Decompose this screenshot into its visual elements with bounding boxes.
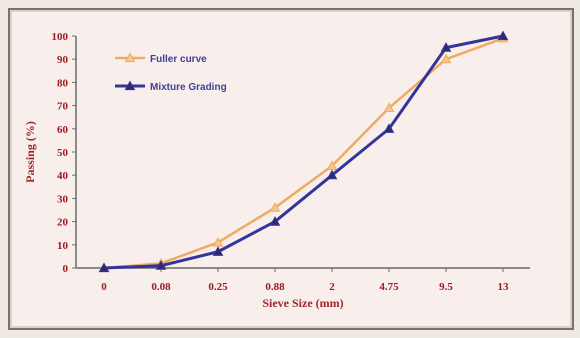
series-line — [103, 37, 504, 270]
y-tick-label: 50 — [57, 147, 69, 159]
y-tick-label: 20 — [57, 217, 69, 229]
data-point — [383, 123, 395, 133]
y-tick-label: 0 — [63, 263, 69, 275]
x-tick-label: 0.88 — [265, 281, 285, 293]
chart-frame — [8, 8, 574, 330]
series-mixture-grading — [98, 30, 509, 273]
data-point — [212, 236, 224, 247]
y-tick-label: 80 — [57, 77, 69, 89]
y-tick-label: 60 — [57, 124, 69, 136]
legend-marker — [124, 52, 136, 63]
y-tick-label: 70 — [57, 101, 69, 113]
x-tick-label: 0.25 — [208, 281, 228, 293]
data-point — [269, 202, 281, 212]
data-point — [269, 216, 281, 226]
legend: Fuller curve Mixture Grading — [115, 52, 227, 93]
legend-label: Mixture Grading — [150, 82, 227, 93]
y-axis-title: Passing (%) — [23, 121, 37, 183]
axis-ticks: 0 10 20 30 40 50 60 70 80 90 100 0 0.08 0.25 0.88 2 4.75… — [52, 31, 510, 293]
data-point — [440, 42, 452, 52]
x-tick-label: 9.5 — [439, 281, 453, 293]
series-layer — [98, 30, 509, 273]
y-tick-label: 40 — [57, 170, 69, 182]
data-point — [326, 160, 338, 171]
x-tick-label: 0 — [101, 281, 107, 293]
data-point — [383, 102, 395, 113]
x-axis-title: Sieve Size (mm) — [262, 296, 343, 310]
data-point — [212, 246, 224, 256]
legend-marker — [124, 80, 136, 91]
legend-label: Fuller curve — [150, 54, 207, 65]
y-tick-label: 30 — [57, 193, 69, 205]
series-line — [103, 34, 504, 270]
data-point — [497, 30, 509, 41]
data-point — [326, 169, 338, 180]
x-tick-label: 4.75 — [379, 281, 399, 293]
data-point — [155, 260, 167, 270]
y-tick-label: 100 — [52, 31, 69, 43]
y-tick-label: 90 — [57, 54, 69, 66]
y-tick-label: 10 — [57, 240, 69, 252]
x-tick-label: 0.08 — [151, 281, 171, 293]
data-point — [440, 53, 452, 64]
x-tick-label: 2 — [329, 281, 335, 293]
x-tick-label: 13 — [498, 281, 510, 293]
series-fuller-curve — [98, 32, 509, 273]
data-point — [98, 262, 110, 273]
